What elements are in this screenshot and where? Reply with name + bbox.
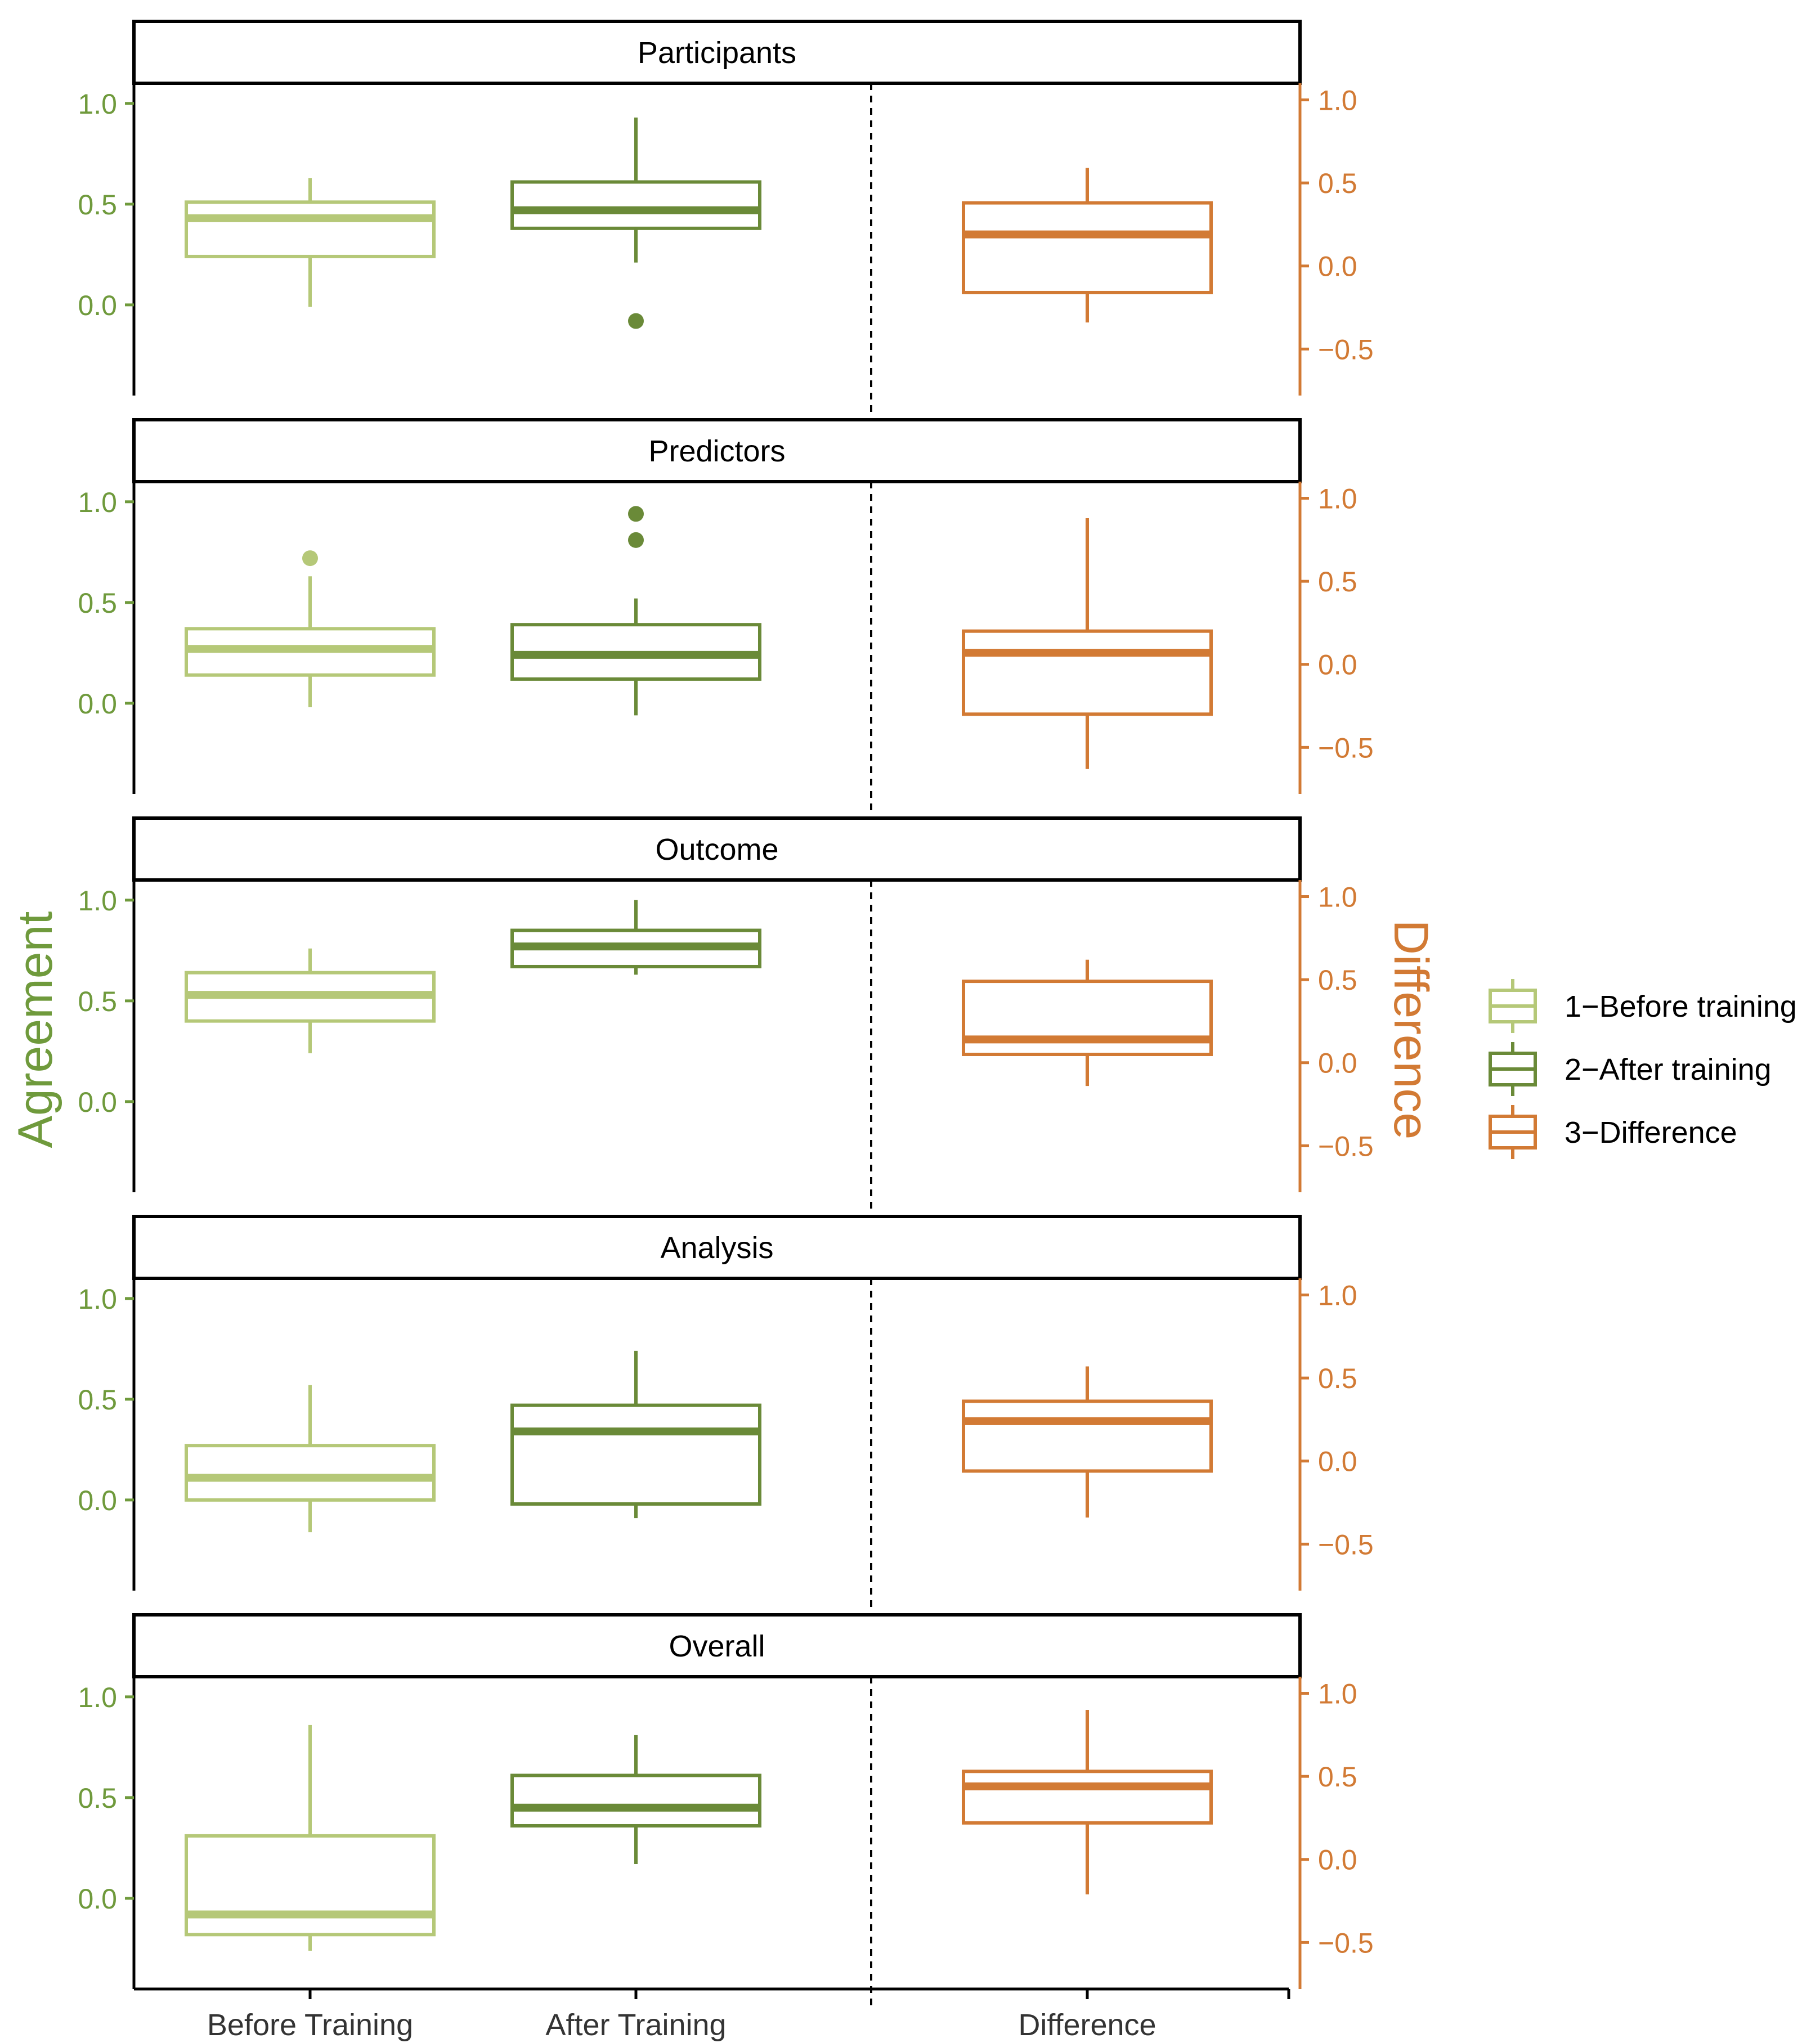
left-axis-title: Agreement [8, 912, 62, 1148]
right-tick-label: −0.5 [1318, 334, 1374, 365]
left-tick-label: 0.0 [78, 1485, 117, 1516]
left-tick-label: 1.0 [78, 1682, 117, 1713]
box-difference [962, 518, 1213, 769]
box-iqr [962, 1770, 1213, 1825]
box-difference [962, 1366, 1213, 1518]
left-tick-label: 0.5 [78, 1782, 117, 1814]
panel-title: Analysis [660, 1231, 773, 1265]
panel-predictors: Predictors 1.0 0.5 0.0 1.0 0.5 0.0 −0.5 [78, 418, 1374, 814]
left-tick-label: 0.0 [78, 1883, 117, 1915]
left-tick-label: 0.5 [78, 1384, 117, 1416]
right-tick-label: 0.5 [1318, 1363, 1357, 1394]
box-iqr [962, 201, 1213, 294]
box-after [510, 506, 761, 716]
box-before [185, 178, 436, 307]
box-iqr [962, 980, 1213, 1056]
box-iqr [962, 1399, 1213, 1473]
right-tick-label: 1.0 [1318, 1280, 1357, 1312]
right-tick-label: 0.5 [1318, 566, 1357, 598]
box-iqr [962, 629, 1213, 716]
box-iqr [510, 1403, 761, 1506]
right-tick-label: 0.0 [1318, 1446, 1357, 1478]
right-tick-label: 0.5 [1318, 168, 1357, 199]
right-tick-label: −0.5 [1318, 1927, 1374, 1959]
right-tick-label: −0.5 [1318, 1529, 1374, 1560]
legend-label: 1−Before training [1565, 990, 1797, 1023]
box-difference [962, 168, 1213, 323]
box-before [185, 1725, 436, 1951]
panel-analysis: Analysis 1.0 0.5 0.0 1.0 0.5 0.0 −0.5 [78, 1215, 1374, 1611]
legend: 1−Before training 2−After training 3−Diffe… [1489, 979, 1797, 1159]
box-iqr [185, 1834, 436, 1937]
box-iqr [510, 180, 761, 230]
x-tick-label: Before Training [207, 2008, 413, 2042]
box-after [510, 900, 761, 975]
panel-title: Participants [638, 36, 796, 70]
panel-outcome: Outcome 1.0 0.5 0.0 1.0 0.5 0.0 −0.5 [78, 816, 1374, 1213]
right-tick-label: 0.0 [1318, 1844, 1357, 1876]
right-tick-label: 0.5 [1318, 1761, 1357, 1793]
panel-title: Overall [669, 1629, 765, 1663]
box-iqr [185, 200, 436, 258]
panel-strip [132, 1613, 1302, 1678]
panel-participants: Participants 1.0 0.5 0.0 1.0 0.5 0.0 −0.5 [78, 20, 1374, 416]
outlier-point [628, 506, 644, 522]
right-tick-label: 1.0 [1318, 882, 1357, 913]
right-axis-title: Difference [1384, 920, 1438, 1139]
x-tick-label: After Training [545, 2008, 726, 2042]
panel-overall: Overall 1.0 0.5 0.0 1.0 0.5 0.0 −0.5 [78, 1613, 1374, 2009]
right-tick-label: 1.0 [1318, 1678, 1357, 1710]
legend-label: 3−Difference [1565, 1116, 1737, 1150]
left-tick-label: 1.0 [78, 487, 117, 518]
outlier-point [628, 313, 644, 329]
box-iqr [185, 1444, 436, 1502]
left-tick-label: 0.5 [78, 189, 117, 221]
box-before [185, 948, 436, 1053]
x-tick-label: Difference [1018, 2008, 1156, 2042]
panel-strip [132, 1215, 1302, 1280]
box-iqr [510, 1773, 761, 1828]
panel-title: Predictors [648, 434, 785, 468]
legend-label: 2−After training [1565, 1053, 1772, 1086]
right-tick-label: 0.0 [1318, 1048, 1357, 1079]
panel-strip [132, 418, 1302, 483]
left-tick-label: 1.0 [78, 1283, 117, 1315]
left-tick-label: 0.5 [78, 587, 117, 619]
legend-item: 3−Difference [1489, 1105, 1737, 1159]
box-difference [962, 959, 1213, 1086]
left-tick-label: 0.5 [78, 986, 117, 1017]
left-tick-label: 0.0 [78, 688, 117, 720]
right-tick-label: 1.0 [1318, 483, 1357, 515]
panel-title: Outcome [655, 833, 778, 866]
right-tick-label: −0.5 [1318, 732, 1374, 764]
left-tick-label: 1.0 [78, 88, 117, 120]
right-tick-label: 0.0 [1318, 251, 1357, 282]
box-before [185, 550, 436, 708]
left-tick-label: 1.0 [78, 885, 117, 917]
legend-item: 1−Before training [1489, 979, 1797, 1033]
box-after [510, 1350, 761, 1519]
right-tick-label: 0.5 [1318, 964, 1357, 996]
right-tick-label: 1.0 [1318, 85, 1357, 116]
box-after [510, 1735, 761, 1864]
box-before [185, 1385, 436, 1533]
outlier-point [302, 550, 318, 567]
panel-strip [132, 816, 1302, 882]
panel-strip [132, 20, 1302, 85]
left-tick-label: 0.0 [78, 1086, 117, 1118]
box-difference [962, 1710, 1213, 1894]
box-after [510, 117, 761, 329]
right-tick-label: 0.0 [1318, 649, 1357, 681]
left-tick-label: 0.0 [78, 290, 117, 321]
outlier-point [628, 532, 644, 548]
legend-item: 2−After training [1489, 1042, 1772, 1096]
right-tick-label: −0.5 [1318, 1130, 1374, 1162]
